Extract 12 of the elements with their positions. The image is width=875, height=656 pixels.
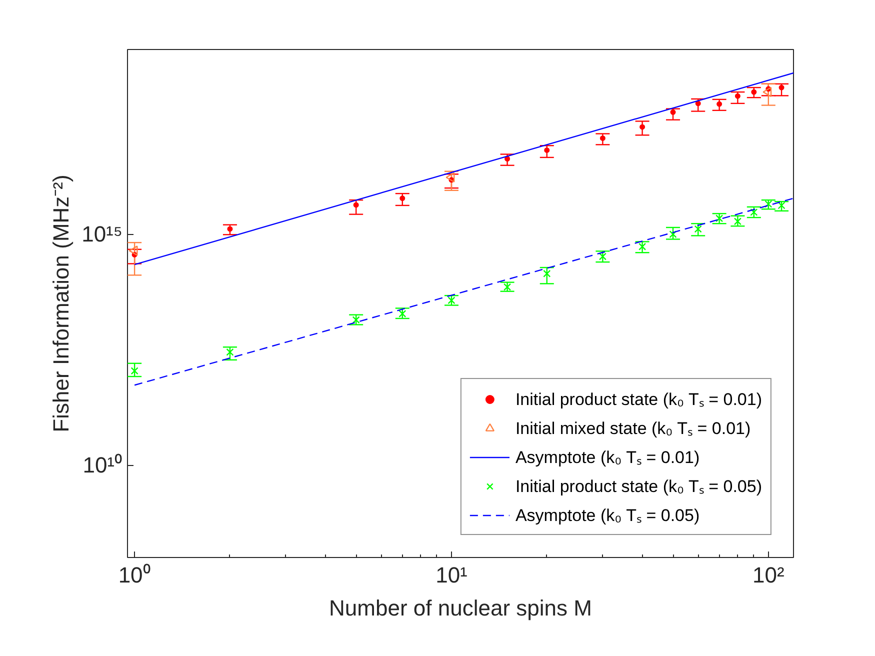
legend-label: Asymptote (k₀ Tₛ = 0.05) — [515, 505, 700, 526]
x-axis-title: Number of nuclear spins M — [329, 596, 592, 620]
legend-label: Initial mixed state (k₀ Tₛ = 0.01) — [515, 418, 751, 439]
legend-label: Initial product state (k₀ Tₛ = 0.01) — [515, 389, 762, 410]
x-tick-label: 10² — [752, 562, 784, 588]
legend-label: Initial product state (k₀ Tₛ = 0.05) — [515, 476, 762, 497]
y-axis-title: Fisher Information (MHz⁻²) — [48, 174, 74, 432]
y-tick-label: 10¹⁵ — [82, 222, 123, 247]
legend-label: Asymptote (k₀ Tₛ = 0.01) — [515, 447, 700, 468]
x-tick-label: 10¹ — [436, 562, 468, 588]
y-tick-label: 10¹⁰ — [82, 452, 122, 478]
x-tick-label: 10⁰ — [118, 562, 151, 588]
